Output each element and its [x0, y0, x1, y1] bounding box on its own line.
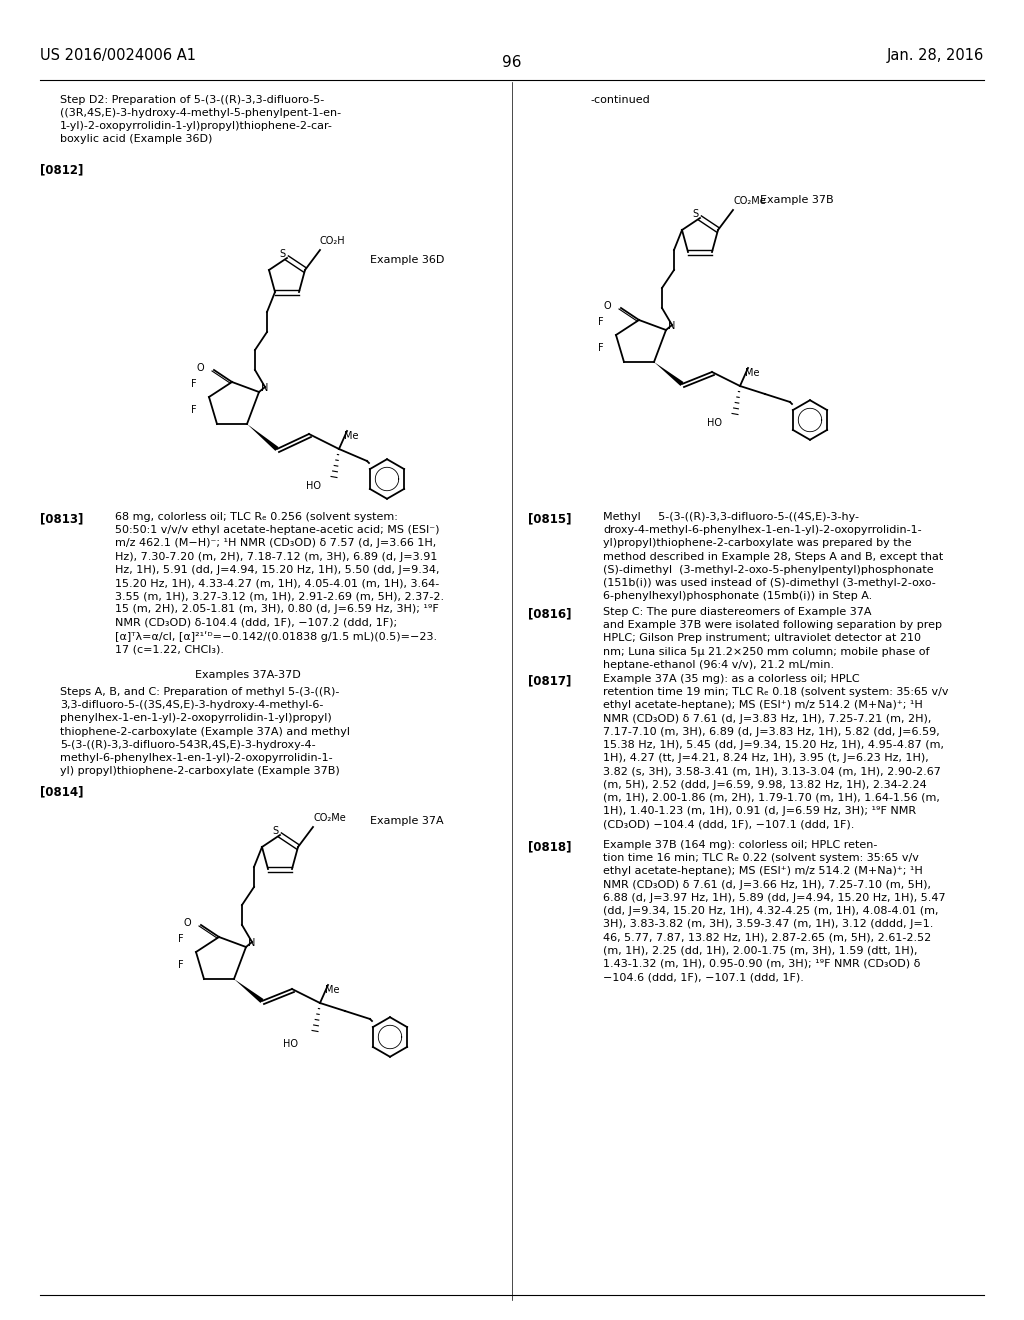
Text: yl)propyl)thiophene-2-carboxylate was prepared by the: yl)propyl)thiophene-2-carboxylate was pr… [603, 539, 911, 548]
Text: nm; Luna silica 5μ 21.2×250 mm column; mobile phase of: nm; Luna silica 5μ 21.2×250 mm column; m… [603, 647, 930, 656]
Text: heptane-ethanol (96:4 v/v), 21.2 mL/min.: heptane-ethanol (96:4 v/v), 21.2 mL/min. [603, 660, 835, 669]
Text: ethyl acetate-heptane); MS (ESI⁺) m/z 514.2 (M+Na)⁺; ¹H: ethyl acetate-heptane); MS (ESI⁺) m/z 51… [603, 701, 923, 710]
Text: [0815]: [0815] [528, 512, 571, 525]
Text: 1.43-1.32 (m, 1H), 0.95-0.90 (m, 3H); ¹⁹F NMR (CD₃OD) δ: 1.43-1.32 (m, 1H), 0.95-0.90 (m, 3H); ¹⁹… [603, 958, 921, 969]
Text: O: O [197, 363, 204, 374]
Text: droxy-4-methyl-6-phenylhex-1-en-1-yl)-2-oxopyrrolidin-1-: droxy-4-methyl-6-phenylhex-1-en-1-yl)-2-… [603, 525, 922, 535]
Text: [0812]: [0812] [40, 162, 83, 176]
Text: 15.38 Hz, 1H), 5.45 (dd, J=9.34, 15.20 Hz, 1H), 4.95-4.87 (m,: 15.38 Hz, 1H), 5.45 (dd, J=9.34, 15.20 H… [603, 741, 944, 750]
Text: m/z 462.1 (M−H)⁻; ¹H NMR (CD₃OD) δ 7.57 (d, J=3.66 1H,: m/z 462.1 (M−H)⁻; ¹H NMR (CD₃OD) δ 7.57 … [115, 539, 436, 548]
Text: yl) propyl)thiophene-2-carboxylate (Example 37B): yl) propyl)thiophene-2-carboxylate (Exam… [60, 766, 340, 776]
Text: retention time 19 min; TLC Rₑ 0.18 (solvent system: 35:65 v/v: retention time 19 min; TLC Rₑ 0.18 (solv… [603, 688, 948, 697]
Text: Example 37A: Example 37A [370, 816, 443, 826]
Polygon shape [654, 362, 684, 385]
Text: 6.88 (d, J=3.97 Hz, 1H), 5.89 (dd, J=4.94, 15.20 Hz, 1H), 5.47: 6.88 (d, J=3.97 Hz, 1H), 5.89 (dd, J=4.9… [603, 892, 945, 903]
Text: phenylhex-1-en-1-yl)-2-oxopyrrolidin-1-yl)propyl): phenylhex-1-en-1-yl)-2-oxopyrrolidin-1-y… [60, 713, 332, 723]
Text: thiophene-2-carboxylate (Example 37A) and methyl: thiophene-2-carboxylate (Example 37A) an… [60, 726, 350, 737]
Text: Methyl     5-(3-((R)-3,3-difluoro-5-((4S,E)-3-hy-: Methyl 5-(3-((R)-3,3-difluoro-5-((4S,E)-… [603, 512, 859, 521]
Text: F: F [598, 317, 604, 327]
Text: 17 (c=1.22, CHCl₃).: 17 (c=1.22, CHCl₃). [115, 644, 224, 653]
Text: HO: HO [283, 1039, 298, 1049]
Text: HO: HO [707, 418, 722, 428]
Text: NMR (CD₃OD) δ-104.4 (ddd, 1F), −107.2 (ddd, 1F);: NMR (CD₃OD) δ-104.4 (ddd, 1F), −107.2 (d… [115, 618, 397, 627]
Text: CO₂Me: CO₂Me [314, 813, 347, 822]
Text: methyl-6-phenylhex-1-en-1-yl)-2-oxopyrrolidin-1-: methyl-6-phenylhex-1-en-1-yl)-2-oxopyrro… [60, 752, 333, 763]
Text: (S)-dimethyl  (3-methyl-2-oxo-5-phenylpentyl)phosphonate: (S)-dimethyl (3-methyl-2-oxo-5-phenylpen… [603, 565, 934, 574]
Text: 3.82 (s, 3H), 3.58-3.41 (m, 1H), 3.13-3.04 (m, 1H), 2.90-2.67: 3.82 (s, 3H), 3.58-3.41 (m, 1H), 3.13-3.… [603, 767, 941, 776]
Text: S: S [279, 249, 285, 259]
Text: Me: Me [344, 432, 358, 441]
Polygon shape [234, 979, 263, 1003]
Text: 1H), 4.27 (tt, J=4.21, 8.24 Hz, 1H), 3.95 (t, J=6.23 Hz, 1H),: 1H), 4.27 (tt, J=4.21, 8.24 Hz, 1H), 3.9… [603, 754, 929, 763]
Text: Example 37A (35 mg): as a colorless oil; HPLC: Example 37A (35 mg): as a colorless oil;… [603, 675, 859, 684]
Text: NMR (CD₃OD) δ 7.61 (d, J=3.83 Hz, 1H), 7.25-7.21 (m, 2H),: NMR (CD₃OD) δ 7.61 (d, J=3.83 Hz, 1H), 7… [603, 714, 932, 723]
Text: 3.55 (m, 1H), 3.27-3.12 (m, 1H), 2.91-2.69 (m, 5H), 2.37-2.: 3.55 (m, 1H), 3.27-3.12 (m, 1H), 2.91-2.… [115, 591, 444, 601]
Text: Example 37B (164 mg): colorless oil; HPLC reten-: Example 37B (164 mg): colorless oil; HPL… [603, 840, 878, 850]
Text: Jan. 28, 2016: Jan. 28, 2016 [887, 48, 984, 63]
Text: US 2016/0024006 A1: US 2016/0024006 A1 [40, 48, 196, 63]
Text: Steps A, B, and C: Preparation of methyl 5-(3-((R)-: Steps A, B, and C: Preparation of methyl… [60, 686, 339, 697]
Text: method described in Example 28, Steps A and B, except that: method described in Example 28, Steps A … [603, 552, 943, 561]
Text: (151b(i)) was used instead of (S)-dimethyl (3-methyl-2-oxo-: (151b(i)) was used instead of (S)-dimeth… [603, 578, 936, 587]
Text: F: F [191, 405, 197, 414]
Text: S: S [692, 209, 698, 219]
Text: F: F [598, 343, 604, 352]
Text: −104.6 (ddd, 1F), −107.1 (ddd, 1F).: −104.6 (ddd, 1F), −107.1 (ddd, 1F). [603, 972, 804, 982]
Text: 1-yl)-2-oxopyrrolidin-1-yl)propyl)thiophene-2-car-: 1-yl)-2-oxopyrrolidin-1-yl)propyl)thioph… [60, 121, 333, 131]
Text: 6-phenylhexyl)phosphonate (15mb(i)) in Step A.: 6-phenylhexyl)phosphonate (15mb(i)) in S… [603, 591, 872, 601]
Text: 3H), 3.83-3.82 (m, 3H), 3.59-3.47 (m, 1H), 3.12 (dddd, J=1.: 3H), 3.83-3.82 (m, 3H), 3.59-3.47 (m, 1H… [603, 919, 933, 929]
Text: CO₂H: CO₂H [319, 236, 346, 246]
Text: Me: Me [325, 985, 340, 995]
Text: 50:50:1 v/v/v ethyl acetate-heptane-acetic acid; MS (ESI⁻): 50:50:1 v/v/v ethyl acetate-heptane-acet… [115, 525, 439, 535]
Text: and Example 37B were isolated following separation by prep: and Example 37B were isolated following … [603, 620, 942, 630]
Text: (m, 1H), 2.25 (dd, 1H), 2.00-1.75 (m, 3H), 1.59 (dtt, 1H),: (m, 1H), 2.25 (dd, 1H), 2.00-1.75 (m, 3H… [603, 945, 918, 956]
Text: 96: 96 [502, 55, 522, 70]
Text: NMR (CD₃OD) δ 7.61 (d, J=3.66 Hz, 1H), 7.25-7.10 (m, 5H),: NMR (CD₃OD) δ 7.61 (d, J=3.66 Hz, 1H), 7… [603, 879, 931, 890]
Text: Example 37B: Example 37B [760, 195, 834, 205]
Text: HO: HO [306, 480, 321, 491]
Text: [0818]: [0818] [528, 840, 571, 853]
Text: 1H), 1.40-1.23 (m, 1H), 0.91 (d, J=6.59 Hz, 3H); ¹⁹F NMR: 1H), 1.40-1.23 (m, 1H), 0.91 (d, J=6.59 … [603, 807, 916, 816]
Text: (CD₃OD) −104.4 (ddd, 1F), −107.1 (ddd, 1F).: (CD₃OD) −104.4 (ddd, 1F), −107.1 (ddd, 1… [603, 820, 854, 829]
Text: 15.20 Hz, 1H), 4.33-4.27 (m, 1H), 4.05-4.01 (m, 1H), 3.64-: 15.20 Hz, 1H), 4.33-4.27 (m, 1H), 4.05-4… [115, 578, 439, 587]
Text: O: O [603, 301, 611, 312]
Text: S: S [272, 826, 279, 836]
Text: 46, 5.77, 7.87, 13.82 Hz, 1H), 2.87-2.65 (m, 5H), 2.61-2.52: 46, 5.77, 7.87, 13.82 Hz, 1H), 2.87-2.65… [603, 932, 931, 942]
Text: O: O [183, 917, 191, 928]
Text: Hz), 7.30-7.20 (m, 2H), 7.18-7.12 (m, 3H), 6.89 (d, J=3.91: Hz), 7.30-7.20 (m, 2H), 7.18-7.12 (m, 3H… [115, 552, 437, 561]
Text: ethyl acetate-heptane); MS (ESI⁺) m/z 514.2 (M+Na)⁺; ¹H: ethyl acetate-heptane); MS (ESI⁺) m/z 51… [603, 866, 923, 876]
Text: (m, 1H), 2.00-1.86 (m, 2H), 1.79-1.70 (m, 1H), 1.64-1.56 (m,: (m, 1H), 2.00-1.86 (m, 2H), 1.79-1.70 (m… [603, 793, 940, 803]
Text: (dd, J=9.34, 15.20 Hz, 1H), 4.32-4.25 (m, 1H), 4.08-4.01 (m,: (dd, J=9.34, 15.20 Hz, 1H), 4.32-4.25 (m… [603, 906, 939, 916]
Text: 68 mg, colorless oil; TLC Rₑ 0.256 (solvent system:: 68 mg, colorless oil; TLC Rₑ 0.256 (solv… [115, 512, 398, 521]
Text: N: N [668, 321, 676, 331]
Text: 15 (m, 2H), 2.05-1.81 (m, 3H), 0.80 (d, J=6.59 Hz, 3H); ¹⁹F: 15 (m, 2H), 2.05-1.81 (m, 3H), 0.80 (d, … [115, 605, 438, 614]
Text: Step D2: Preparation of 5-(3-((R)-3,3-difluoro-5-: Step D2: Preparation of 5-(3-((R)-3,3-di… [60, 95, 325, 106]
Text: 3,3-difluoro-5-((3S,4S,E)-3-hydroxy-4-methyl-6-: 3,3-difluoro-5-((3S,4S,E)-3-hydroxy-4-me… [60, 700, 324, 710]
Text: [0813]: [0813] [40, 512, 83, 525]
Text: Hz, 1H), 5.91 (dd, J=4.94, 15.20 Hz, 1H), 5.50 (dd, J=9.34,: Hz, 1H), 5.91 (dd, J=4.94, 15.20 Hz, 1H)… [115, 565, 439, 574]
Text: Example 36D: Example 36D [370, 255, 444, 265]
Text: Me: Me [745, 368, 760, 378]
Text: N: N [261, 383, 268, 393]
Text: F: F [178, 935, 184, 944]
Text: CO₂Me: CO₂Me [734, 195, 767, 206]
Text: [0816]: [0816] [528, 607, 571, 620]
Text: 5-(3-((R)-3,3-difluoro-543R,4S,E)-3-hydroxy-4-: 5-(3-((R)-3,3-difluoro-543R,4S,E)-3-hydr… [60, 739, 315, 750]
Text: (m, 5H), 2.52 (ddd, J=6.59, 9.98, 13.82 Hz, 1H), 2.34-2.24: (m, 5H), 2.52 (ddd, J=6.59, 9.98, 13.82 … [603, 780, 927, 789]
Text: boxylic acid (Example 36D): boxylic acid (Example 36D) [60, 135, 212, 144]
Text: HPLC; Gilson Prep instrument; ultraviolet detector at 210: HPLC; Gilson Prep instrument; ultraviole… [603, 634, 921, 643]
Text: ((3R,4S,E)-3-hydroxy-4-methyl-5-phenylpent-1-en-: ((3R,4S,E)-3-hydroxy-4-methyl-5-phenylpe… [60, 108, 341, 117]
Text: tion time 16 min; TLC Rₑ 0.22 (solvent system: 35:65 v/v: tion time 16 min; TLC Rₑ 0.22 (solvent s… [603, 853, 919, 863]
Text: N: N [248, 939, 255, 948]
Text: F: F [191, 379, 197, 389]
Text: [0814]: [0814] [40, 785, 84, 799]
Text: -continued: -continued [590, 95, 650, 106]
Text: [0817]: [0817] [528, 675, 571, 686]
Text: 7.17-7.10 (m, 3H), 6.89 (d, J=3.83 Hz, 1H), 5.82 (dd, J=6.59,: 7.17-7.10 (m, 3H), 6.89 (d, J=3.83 Hz, 1… [603, 727, 940, 737]
Text: Examples 37A-37D: Examples 37A-37D [196, 671, 301, 680]
Text: [α]ᵀλ=α/cl, [α]²¹ʹᴰ=−0.142/(0.01838 g/1.5 mL)(0.5)=−23.: [α]ᵀλ=α/cl, [α]²¹ʹᴰ=−0.142/(0.01838 g/1.… [115, 631, 437, 642]
Text: Step C: The pure diastereomers of Example 37A: Step C: The pure diastereomers of Exampl… [603, 607, 871, 616]
Text: F: F [178, 960, 184, 970]
Polygon shape [247, 424, 279, 451]
